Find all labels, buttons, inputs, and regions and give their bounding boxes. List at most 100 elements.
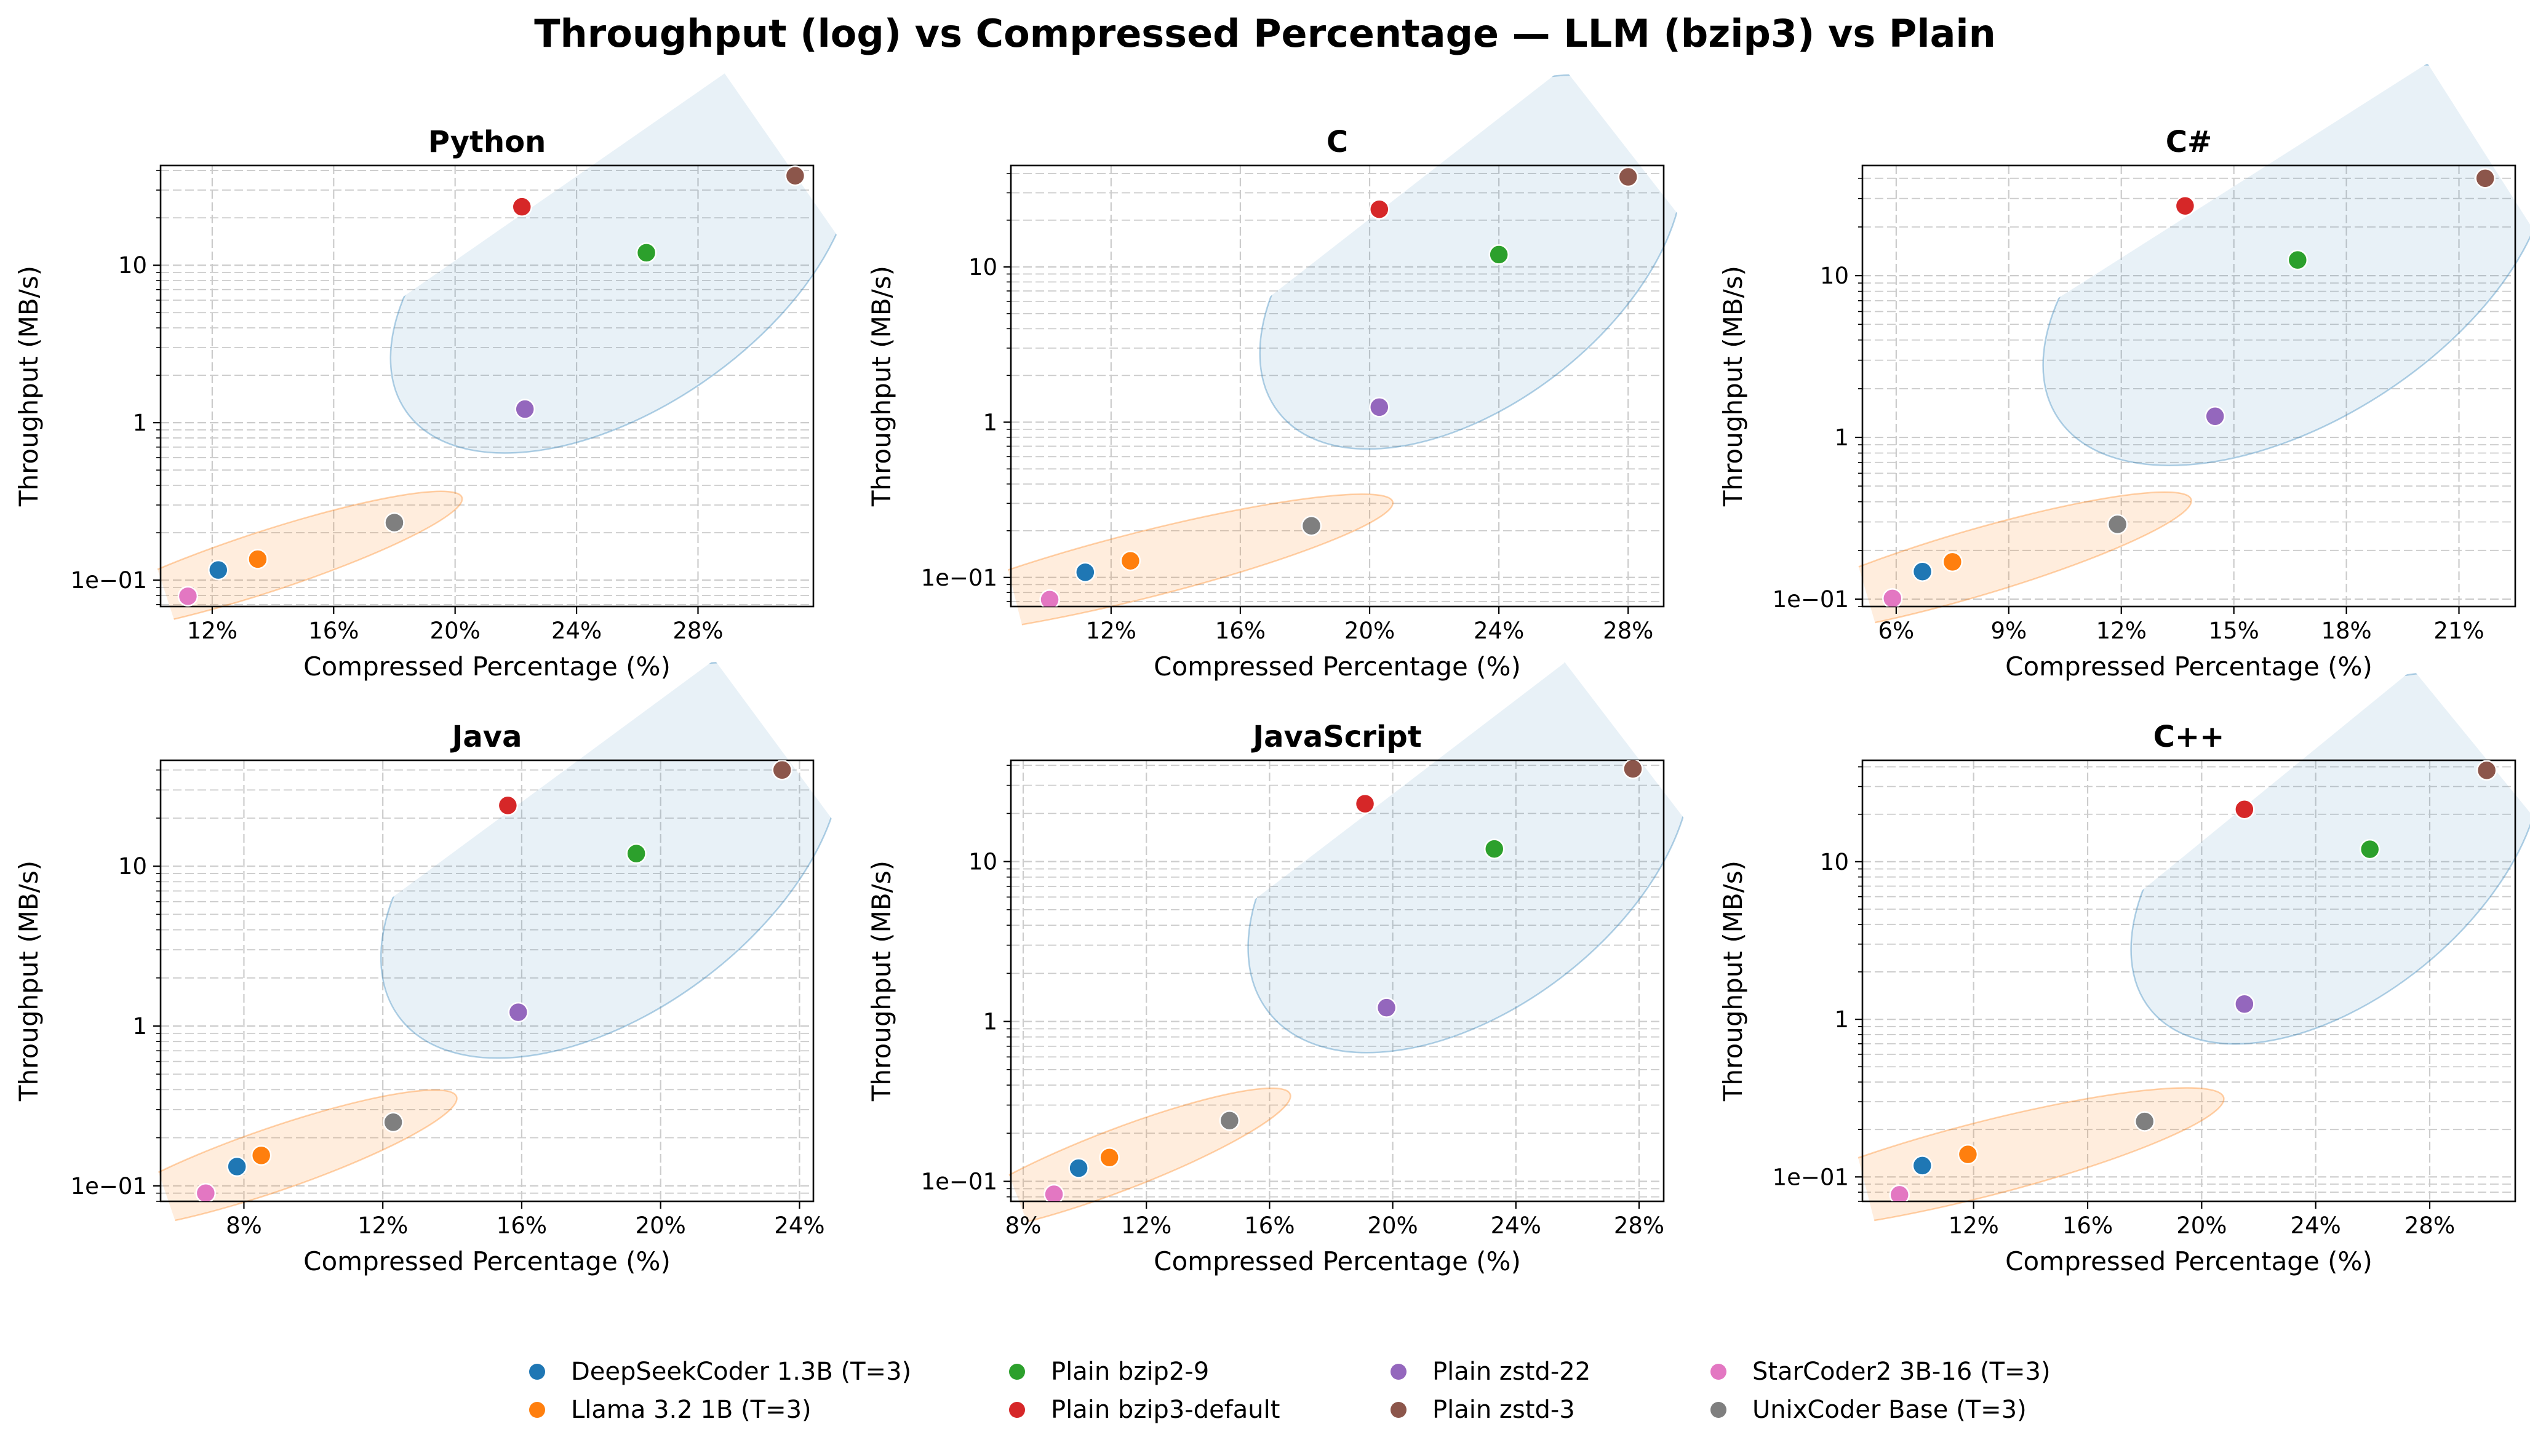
legend-marker: [1710, 1364, 1726, 1380]
x-tick-label: 16%: [1244, 1212, 1295, 1239]
x-tick-label: 12%: [2096, 618, 2147, 644]
legend-item-starcoder2-3b-16-t-3: StarCoder2 3B-16 (T=3): [1710, 1353, 2051, 1390]
legend-item-unixcoder-base-t-3: UnixCoder Base (T=3): [1710, 1391, 2027, 1428]
point-plain-bzip2-9: [626, 843, 647, 864]
x-tick-label: 15%: [2209, 618, 2259, 644]
point-deepseekcoder-1-3b-t-3: [1075, 562, 1096, 583]
point-unixcoder-base-t-3: [383, 1112, 404, 1133]
figure-title: Throughput (log) vs Compressed Percentag…: [534, 11, 1996, 56]
subplot-title: Python: [428, 125, 546, 159]
legend-label: Plain bzip2-9: [1051, 1358, 1210, 1386]
x-tick-label: 12%: [1086, 618, 1136, 644]
y-tick-label: 10: [968, 254, 997, 280]
subplot-title: C#: [2166, 125, 2212, 159]
point-plain-bzip3-default: [511, 196, 533, 217]
y-axis-label: Throughput (MB/s): [1718, 266, 1748, 507]
legend-label: StarCoder2 3B-16 (T=3): [1752, 1358, 2051, 1386]
plain-ellipse: [2042, 64, 2530, 466]
legend-label: Plain zstd-22: [1432, 1358, 1591, 1386]
x-tick-label: 28%: [2404, 1212, 2455, 1239]
llm-ellipse: [90, 1089, 458, 1230]
point-deepseekcoder-1-3b-t-3: [1068, 1158, 1089, 1179]
legend-marker: [1710, 1402, 1726, 1418]
y-tick-label: 1e−01: [1773, 1164, 1849, 1190]
point-plain-bzip2-9: [1488, 244, 1509, 265]
point-llama-3-2-1b-t-3: [1957, 1144, 1979, 1165]
x-axis-label: Compressed Percentage (%): [303, 1246, 671, 1276]
point-deepseekcoder-1-3b-t-3: [208, 559, 229, 581]
legend-item-plain-bzip3-default: Plain bzip3-default: [1009, 1391, 1280, 1428]
x-tick-label: 20%: [430, 618, 481, 644]
y-tick-label: 1e−01: [921, 1169, 997, 1195]
y-tick-label: 10: [118, 252, 147, 279]
axes-frame: [1861, 759, 2516, 1203]
point-plain-zstd-22: [514, 399, 535, 420]
point-plain-zstd-3: [1622, 760, 1643, 779]
grid: [161, 760, 813, 1201]
point-deepseekcoder-1-3b-t-3: [1912, 1155, 1933, 1176]
x-axis-label: Compressed Percentage (%): [2005, 1246, 2372, 1276]
plain-ellipse: [1259, 74, 1684, 450]
point-plain-zstd-3: [784, 165, 806, 186]
point-starcoder2-3b-16-t-3: [177, 586, 199, 607]
point-unixcoder-base-t-3: [2107, 514, 2128, 535]
y-tick-label: 1: [1834, 424, 1849, 451]
grid: [1011, 760, 1664, 1201]
x-tick-label: 24%: [2291, 1212, 2341, 1239]
legend-item-plain-bzip2-9: Plain bzip2-9: [1009, 1353, 1209, 1390]
axes-frame: [159, 759, 815, 1203]
legend-label: Plain bzip3-default: [1051, 1396, 1280, 1424]
point-plain-bzip2-9: [636, 242, 657, 263]
point-unixcoder-base-t-3: [1301, 515, 1322, 536]
llm-ellipse: [917, 493, 1394, 636]
x-tick-label: 8%: [226, 1212, 262, 1239]
point-unixcoder-base-t-3: [1219, 1110, 1240, 1131]
legend-marker: [1009, 1402, 1025, 1418]
point-plain-zstd-22: [1369, 397, 1390, 418]
y-tick-label: 1e−01: [71, 1173, 147, 1199]
subplot-title: C++: [2153, 720, 2225, 754]
point-plain-bzip2-9: [2287, 249, 2309, 271]
subplot-title: JavaScript: [1251, 720, 1421, 754]
subplot-c: 12% 16% 20% 24% 28% 1e−01 1 10 C Compressed Perce…: [866, 74, 1684, 682]
point-plain-zstd-22: [2205, 406, 2225, 427]
y-tick-label: 1: [132, 1013, 147, 1040]
point-plain-bzip3-default: [2174, 195, 2196, 217]
subplot-javascript: 8% 12% 16% 20% 24% 28% 1e−01 1 10 JavaScript Compr…: [866, 662, 1693, 1276]
point-plain-bzip2-9: [2359, 838, 2380, 860]
x-tick-label: 28%: [1614, 1212, 1664, 1239]
x-tick-label: 28%: [672, 618, 723, 644]
x-tick-label: 28%: [1603, 618, 1653, 644]
legend-item-llama-3-2-1b-t-3: Llama 3.2 1B (T=3): [529, 1391, 812, 1428]
point-llama-3-2-1b-t-3: [250, 1145, 272, 1166]
y-tick-label: 10: [968, 849, 997, 875]
point-plain-zstd-3: [772, 760, 792, 781]
y-tick-label: 1e−01: [71, 567, 147, 594]
x-tick-label: 16%: [2062, 1212, 2113, 1239]
y-tick-label: 1: [983, 1009, 997, 1035]
legend-item-plain-zstd-3: Plain zstd-3: [1391, 1391, 1575, 1428]
x-tick-label: 8%: [1005, 1212, 1042, 1239]
point-plain-bzip3-default: [1369, 199, 1390, 220]
x-tick-label: 24%: [551, 618, 602, 644]
legend-marker: [1009, 1364, 1025, 1380]
axes-frame: [1861, 164, 2516, 608]
point-deepseekcoder-1-3b-t-3: [226, 1156, 247, 1177]
x-axis-label: Compressed Percentage (%): [2005, 651, 2372, 682]
point-plain-zstd-22: [1376, 997, 1397, 1018]
x-tick-label: 20%: [2176, 1212, 2227, 1239]
x-tick-label: 20%: [1367, 1212, 1418, 1239]
point-plain-zstd-22: [2234, 993, 2255, 1015]
y-axis-label: Throughput (MB/s): [866, 266, 896, 507]
point-llama-3-2-1b-t-3: [1942, 551, 1963, 573]
y-axis-label: Throughput (MB/s): [866, 861, 896, 1102]
grid: [161, 165, 813, 607]
x-tick-label: 24%: [774, 1212, 824, 1239]
y-tick-label: 1: [1834, 1006, 1849, 1033]
x-tick-label: 20%: [1344, 618, 1395, 644]
x-tick-label: 16%: [497, 1212, 547, 1239]
subplot-c: 12% 16% 20% 24% 28% 1e−01 1 10 C++ Compressed Per…: [1718, 672, 2530, 1276]
legend-label: DeepSeekCoder 1.3B (T=3): [571, 1358, 912, 1386]
legend-marker: [1391, 1402, 1407, 1418]
